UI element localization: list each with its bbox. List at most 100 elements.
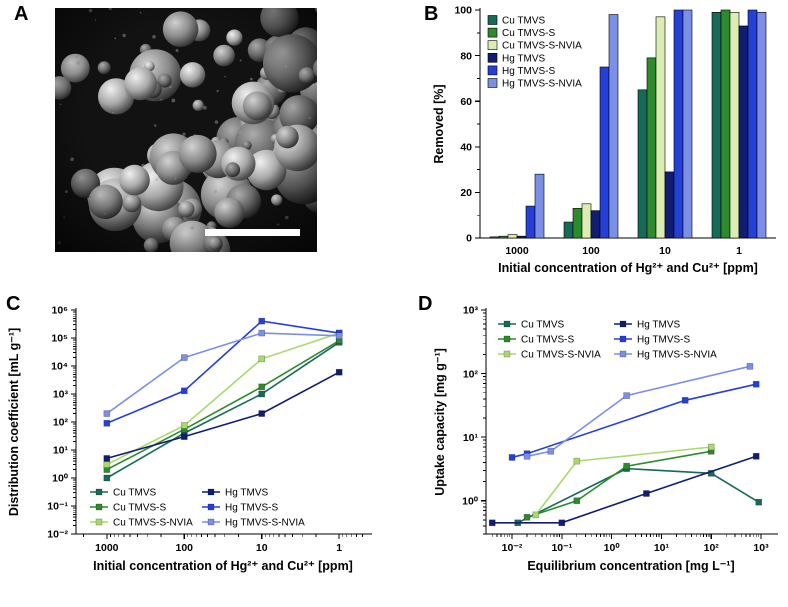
series-marker <box>258 410 266 417</box>
series-marker <box>746 363 754 370</box>
series-marker <box>180 387 188 395</box>
bar <box>637 89 648 239</box>
y-tick-label: 10⁻¹ <box>47 501 68 513</box>
series-marker <box>752 380 760 388</box>
y-tick-label: 10⁰ <box>52 473 69 485</box>
legend-label: Hg TMVS-S <box>225 503 278 514</box>
y-axis-title: Distribution coefficient [mL g⁻¹] <box>7 328 21 516</box>
y-tick-label: 10⁴ <box>51 361 68 373</box>
y-tick-label: 10³ <box>53 389 69 401</box>
bar <box>720 9 731 239</box>
y-axis-title: Removed [%] <box>432 84 446 163</box>
bar <box>738 25 749 239</box>
y-tick-label: 10¹ <box>53 445 69 457</box>
bar <box>572 208 583 239</box>
series-marker <box>103 410 111 417</box>
series-marker <box>547 447 555 455</box>
panel-a-label: A <box>14 3 29 25</box>
x-tick-label: 10 <box>659 245 671 257</box>
series-marker <box>523 453 531 460</box>
series-line <box>106 320 340 425</box>
series-marker <box>103 461 111 468</box>
series-marker <box>180 422 188 429</box>
x-tick-label: 10² <box>704 542 720 554</box>
legend-swatch <box>207 503 215 511</box>
series-marker <box>623 392 630 399</box>
series-marker <box>752 453 760 460</box>
series-marker <box>573 457 581 465</box>
x-tick-label: 10³ <box>753 542 769 554</box>
bar <box>507 234 518 239</box>
series-line <box>511 383 757 459</box>
legend-swatch <box>95 488 103 496</box>
series-marker <box>258 317 266 325</box>
bar <box>534 173 545 239</box>
series-marker <box>681 397 689 404</box>
series-marker <box>258 383 266 391</box>
y-tick-label: 10⁰ <box>462 495 479 507</box>
series-marker <box>532 511 540 519</box>
uptake-capacity-chart: 10⁻² 10⁻¹ 10⁰ 10¹ 10² 10³ 10⁰ 10¹ 10² 10³ Equilibr… <box>433 305 778 573</box>
y-tick-label: 60 <box>460 96 472 108</box>
bar <box>590 210 601 239</box>
x-tick-label: 10⁰ <box>604 542 621 554</box>
bar <box>489 236 500 239</box>
bar <box>729 11 740 239</box>
y-tick-label: 0 <box>466 233 472 245</box>
legend-swatch <box>503 350 511 358</box>
y-tick-label: 10⁻² <box>47 529 68 541</box>
legend-label: Cu TMVS-S-NVIA <box>502 41 582 52</box>
legend-swatch <box>487 15 498 25</box>
legend-swatch <box>487 65 498 76</box>
series-marker <box>523 513 531 521</box>
legend-label: Cu TMVS-S <box>521 335 574 346</box>
bar <box>646 57 657 239</box>
scale-bar <box>205 229 300 236</box>
legend-swatch <box>95 503 103 511</box>
series-marker <box>335 332 343 340</box>
x-tick-label: 100 <box>582 245 600 257</box>
series-marker <box>508 454 516 461</box>
legend-label: Hg TMVS <box>637 320 680 331</box>
y-tick-label: 10² <box>463 368 479 380</box>
series-marker <box>623 462 630 470</box>
y-tick-label: 80 <box>460 50 472 62</box>
bar <box>682 9 693 239</box>
series-marker <box>335 368 343 376</box>
series-marker <box>558 519 566 527</box>
series-marker <box>488 519 496 527</box>
series-line <box>106 371 340 460</box>
y-tick-label: 20 <box>460 187 472 199</box>
bar <box>608 14 619 239</box>
legend-label: Hg TMVS-S <box>637 335 690 346</box>
panel-b-label: B <box>424 3 439 25</box>
x-tick-label: 10¹ <box>654 542 670 554</box>
sem-vignette <box>55 8 317 252</box>
series-line <box>106 332 340 415</box>
x-tick-label: 10⁻² <box>502 542 523 554</box>
legend-swatch <box>503 320 511 328</box>
series-marker <box>258 390 266 398</box>
x-tick-label: 10⁻¹ <box>551 542 572 554</box>
panel-c-label: C <box>6 293 21 315</box>
bar <box>525 205 536 239</box>
legend-label: Cu TMVS-S-NVIA <box>113 518 193 529</box>
y-tick-label: 10⁵ <box>51 333 68 345</box>
y-tick-label: 10² <box>53 417 69 429</box>
bar <box>498 235 509 239</box>
series-line <box>517 467 760 524</box>
x-tick-label: 1 <box>336 542 342 554</box>
x-tick-label: 10 <box>256 542 268 554</box>
sem-image <box>55 8 317 252</box>
legend-label: Hg TMVS <box>225 488 268 499</box>
distribution-coefficient-chart: 1000 100 10 1 10⁻² 10⁻¹ 10⁰ 10¹ 10² 10³ 10⁴ 10⁵ 10⁶ I… <box>7 305 372 573</box>
x-tick-label: 1000 <box>95 542 119 554</box>
panel-d-label: D <box>418 293 433 315</box>
legend-swatch <box>619 350 627 358</box>
series-line <box>526 450 712 519</box>
x-tick-label: 100 <box>176 542 194 554</box>
legend-swatch <box>207 488 215 496</box>
legend-label: Cu TMVS-S-NVIA <box>521 350 601 361</box>
removal-bar-chart: 0 20 40 60 80 100 1000 100 10 1 Initial concentrat… <box>432 5 776 275</box>
series-marker <box>103 419 111 427</box>
